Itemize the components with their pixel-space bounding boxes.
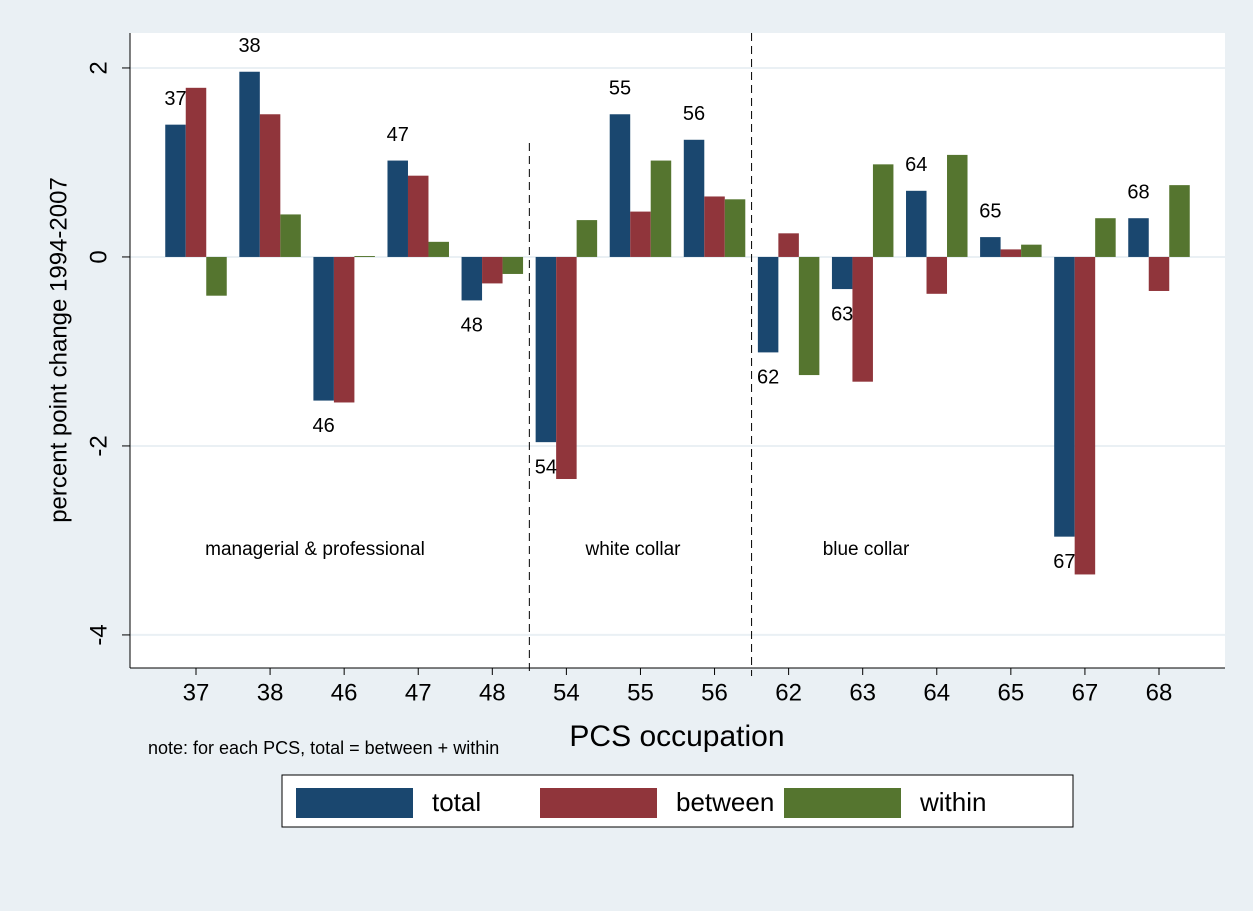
x-tick-label: 63 [849,679,876,706]
bar [1128,218,1149,257]
note: note: for each PCS, total = between + wi… [148,738,499,758]
bar [630,211,651,257]
x-tick-label: 55 [627,679,654,706]
bar [609,114,631,257]
x-tick-label: 38 [257,679,284,706]
legend-label: within [919,787,986,817]
bar [1054,256,1075,537]
bar [354,256,375,257]
bar [239,71,260,257]
legend-box [281,774,1074,828]
bar [1169,185,1190,257]
bar [683,139,705,257]
y-tick-label: 2 [85,61,112,74]
x-tick-label: 65 [997,679,1024,706]
x-tick-label: 67 [1072,679,1099,706]
bar [280,214,301,257]
group-label: managerial & professional [205,539,425,560]
legend-swatch [540,788,657,818]
x-tick-label: 54 [553,679,580,706]
bar [387,160,408,257]
bar [556,256,577,480]
bar-label: 67 [1053,551,1075,573]
bar [259,114,281,257]
bar [831,256,853,290]
bar [206,256,227,296]
legend-swatch [296,788,413,818]
y-tick-label: -4 [85,624,112,645]
x-tick-label: 46 [331,679,358,706]
x-tick-label: 48 [479,679,506,706]
group-label: white collar [584,539,681,560]
bar [407,175,429,257]
x-tick-label: 68 [1146,679,1173,706]
x-axis-label: PCS occupation [569,720,784,753]
x-tick-label: 47 [405,679,432,706]
bar-label: 68 [1127,181,1149,203]
y-axis-label: percent point change 1994-2007 [45,177,72,523]
bar [650,160,672,257]
bar-label: 63 [831,303,853,325]
bar-label: 56 [683,103,705,125]
bar [313,256,334,401]
bar-label: 55 [609,78,631,100]
bar [535,256,557,443]
bar [980,237,1001,257]
bar [704,196,725,257]
bar [482,256,503,284]
bar [872,164,894,257]
bar-label: 46 [313,415,335,437]
bar [1000,249,1022,257]
bar [1074,256,1096,575]
bar [185,87,207,257]
bar [428,241,449,257]
bar [333,256,355,403]
bar-label: 48 [461,315,483,337]
bar [461,256,483,301]
bar [757,256,779,353]
bar-label: 65 [979,200,1001,222]
bar [1148,256,1170,291]
bar-label: 54 [535,456,557,478]
group-label: blue collar [823,539,910,560]
y-tick-label: 0 [85,250,112,263]
x-tick-label: 56 [701,679,728,706]
plot-area [130,33,1225,668]
x-tick-label: 37 [183,679,210,706]
bar [502,256,524,274]
bar [798,256,820,376]
x-tick-label: 62 [775,679,802,706]
y-tick-label: -2 [85,435,112,456]
bar-label: 64 [905,154,927,176]
legend-label: between [676,787,774,817]
bar-label: 38 [238,35,260,57]
bar [926,256,948,294]
bar-label: 47 [387,124,409,146]
bar [165,124,186,257]
bar [1095,218,1116,257]
legend-swatch [784,788,901,818]
legend-label: total [432,787,481,817]
x-tick-label: 64 [923,679,950,706]
bar-label: 37 [164,88,186,110]
bar-label: 62 [757,367,779,389]
bar [852,256,873,382]
bar [778,233,799,257]
bar [906,190,927,257]
bar [724,199,746,257]
bar [576,220,598,257]
bar [947,154,968,257]
bar [1021,244,1042,257]
